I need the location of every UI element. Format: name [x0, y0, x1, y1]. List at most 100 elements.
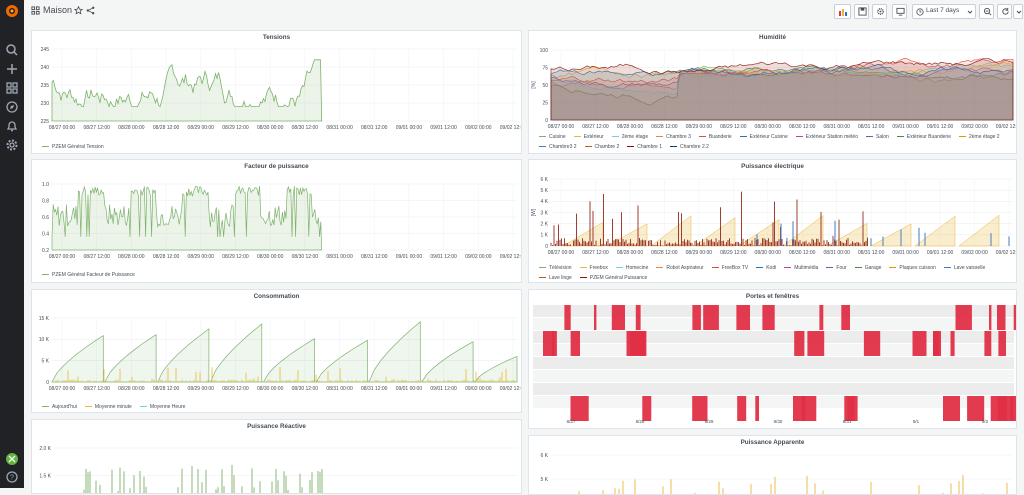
legend-item[interactable]: Freebox [579, 263, 608, 273]
legend-item[interactable]: PZEM Général Tension [42, 142, 104, 152]
legend-item[interactable]: Buanderie [698, 132, 732, 142]
x-tick-label: 09/01 00:00 [892, 250, 919, 256]
refresh-interval-button[interactable] [1013, 4, 1023, 19]
grafana-logo-icon[interactable] [4, 3, 20, 19]
door-open-state [1010, 396, 1016, 421]
panel-title[interactable]: Portes et fenêtres [745, 293, 800, 300]
dashboards-icon[interactable] [4, 80, 20, 96]
legend-item[interactable]: 2ème étage 2 [958, 132, 1000, 142]
y-tick-label: 235 [41, 83, 50, 89]
zoom-out-button[interactable] [979, 4, 994, 19]
legend-item[interactable]: Lave vaisselle [943, 263, 985, 273]
panel-reactive[interactable]: Puissance Réactive 2.0 K1.5 K1.0 K [31, 419, 522, 494]
add-panel-button[interactable] [834, 4, 851, 19]
legend-label: Chambre 1 [637, 144, 662, 150]
legend-item[interactable]: Robot Aspirateur [656, 263, 704, 273]
legend-item[interactable]: PZEM Général Puissance [579, 273, 647, 282]
y-tick-label: 15 K [39, 316, 50, 322]
legend-item[interactable]: Extérieur Buanderie [896, 132, 951, 142]
lave-vaisselle-series [756, 220, 1010, 246]
door-open-state [543, 331, 557, 356]
door-open-state [819, 305, 824, 330]
legend-item[interactable]: Aujourd'hui [42, 402, 77, 412]
legend-item[interactable]: Extérieur [573, 132, 604, 142]
panel-humidite[interactable]: Humidité 100 75 50 25 0 08/27 00:00 08/27 12:0… [528, 30, 1017, 154]
legend-item[interactable]: Moyenne minute [84, 402, 132, 412]
user-avatar-icon[interactable] [4, 451, 20, 467]
top-bar: Maison Last 7 days [24, 0, 1024, 23]
legend-item[interactable]: Extérieur Station météo [795, 132, 858, 142]
legend-item[interactable]: Chambre 2 [584, 142, 619, 152]
panel-apparente[interactable]: Puissance Apparente 6 K5 K4 K [528, 435, 1017, 495]
legend-label: 2ème étage [621, 134, 649, 140]
help-icon[interactable]: ? [4, 469, 20, 485]
x-tick-label: 09/02 00:00 [465, 125, 492, 131]
door-open-state [912, 331, 927, 356]
humidite-chart: 100 75 50 25 008/27 00:00 08/27 12:00 08/28 00… [531, 48, 1016, 130]
panel-title[interactable]: Puissance Apparente [740, 439, 805, 446]
door-open-state [933, 331, 941, 356]
panel-title[interactable]: Puissance électrique [741, 163, 804, 170]
tv-mode-button[interactable] [892, 4, 907, 19]
legend-item[interactable]: Chambre 1 [627, 142, 662, 152]
panel-facteur[interactable]: Facteur de puissance 1.0 0.8 0.6 0.4 0.2 08/2… [31, 159, 522, 283]
settings-button[interactable] [872, 4, 887, 19]
legend-label: Chambre 2.2 [679, 144, 709, 150]
aujourdhui-series [51, 321, 518, 383]
legend-swatch [42, 273, 49, 276]
legend-item[interactable]: Chambre3 2 [539, 142, 577, 152]
legend-label: Robot Aspirateur [666, 265, 704, 271]
legend-item[interactable]: Multimédia [784, 263, 818, 273]
legend-item[interactable]: FreeBox TV [711, 263, 748, 273]
legend-item[interactable]: Four [826, 263, 847, 273]
panel-consommation[interactable]: Consommation 15 K 10 K 5 K 0 08/27 00:00 08/2… [31, 289, 522, 413]
door-open-state [967, 396, 985, 421]
legend-item[interactable]: Moyenne Heure [139, 402, 185, 412]
panel-title[interactable]: Puissance Réactive [247, 423, 306, 430]
panel-puissance[interactable]: Puissance électrique 6 K 5 K 4 K 3 K 2 K 1 K 0… [528, 159, 1017, 283]
panel-title[interactable]: Consommation [253, 293, 300, 300]
y-axis-label: [%] [531, 81, 537, 89]
legend-item[interactable]: Salon [865, 132, 889, 142]
explore-icon[interactable] [4, 99, 20, 115]
refresh-button[interactable] [997, 4, 1012, 19]
puissance-chart: 6 K 5 K 4 K 3 K 2 K 1 K 008/27 00:00 08/27 12:0… [531, 177, 1016, 256]
legend-item[interactable]: Homecinė [615, 263, 648, 273]
search-icon[interactable] [4, 42, 20, 58]
legend-swatch [958, 135, 966, 138]
dashboard-title[interactable]: Maison [43, 5, 73, 15]
x-tick-label: 08/29 00:00 [686, 250, 713, 256]
legend-item[interactable]: Chambre 3 [656, 132, 691, 142]
legend-item[interactable]: Chambre 2.2 [669, 142, 709, 152]
y-tick-label: 100 [540, 48, 549, 54]
gear-icon[interactable] [4, 137, 20, 153]
y-tick-label: 0.8 [42, 198, 49, 204]
legend-item[interactable]: Plaques cuisson [889, 263, 936, 273]
y-axis-label: [W] [531, 208, 537, 216]
x-tick-label: 08/29 00:00 [188, 386, 215, 392]
share-icon[interactable] [86, 6, 95, 15]
facteur-chart: 1.0 0.8 0.6 0.4 0.208/27 00:00 08/27 12:00 08/… [42, 182, 521, 260]
panel-portes[interactable]: Portes et fenêtres 8/27 8/28 8/29 8/30 8/31 9… [528, 289, 1017, 429]
legend-item[interactable]: 2ème étage [611, 132, 649, 142]
x-tick-label: 08/30 00:00 [755, 124, 782, 130]
legend-item[interactable]: Extérieur Cuisine [739, 132, 788, 142]
legend-item[interactable]: Lave linge [539, 273, 572, 282]
legend-item[interactable]: PZEM Général Facteur de Puissance [42, 270, 135, 280]
legend-item[interactable]: Kodi [756, 263, 776, 273]
door-open-state [635, 305, 641, 330]
plus-icon[interactable] [4, 61, 20, 77]
save-dashboard-button[interactable] [854, 4, 869, 19]
x-tick-label: 08/28 12:00 [153, 386, 180, 392]
time-picker-button[interactable]: Last 7 days [912, 4, 976, 19]
panel-title[interactable]: Tensions [262, 34, 291, 41]
legend-item[interactable]: Télévision [539, 263, 572, 273]
panel-title[interactable]: Facteur de puissance [244, 163, 309, 170]
legend-item[interactable]: Cuisine [539, 132, 566, 142]
door-open-state [755, 396, 759, 421]
legend-item[interactable]: Garage [854, 263, 881, 273]
star-icon[interactable] [74, 6, 83, 15]
panel-title[interactable]: Humidité [759, 34, 786, 41]
panel-tensions[interactable]: Tensions 245 240 235 230 225 08/27 00:00 08/27… [31, 30, 522, 154]
bell-icon[interactable] [4, 118, 20, 134]
